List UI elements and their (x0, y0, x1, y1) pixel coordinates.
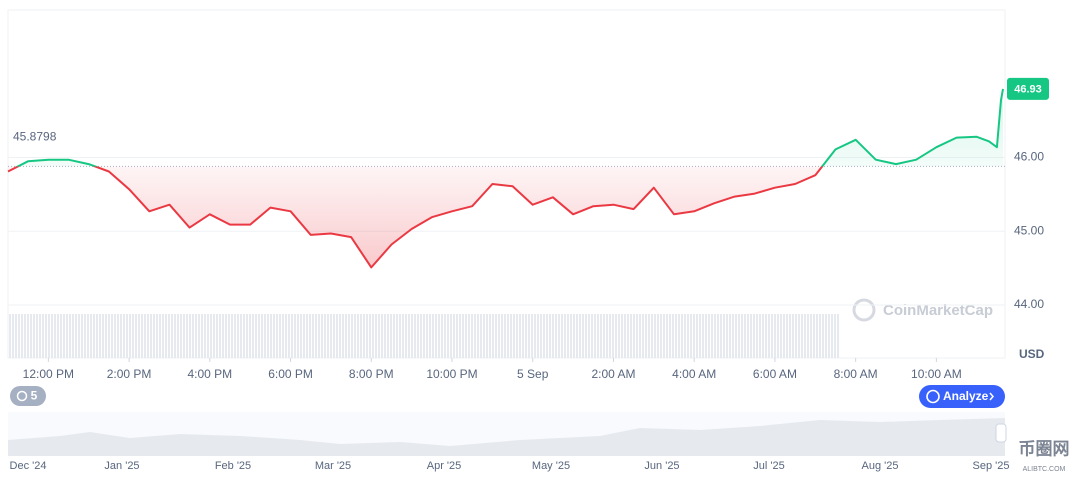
last-price-box (1007, 77, 1049, 100)
navigator-month: Jan '25 (104, 460, 139, 472)
y-tick-label: 44.00 (1014, 297, 1044, 311)
x-tick-label: 8:00 PM (349, 367, 394, 381)
analyze-button[interactable] (919, 385, 1005, 408)
x-tick-label: 2:00 AM (591, 367, 635, 381)
history-icon (16, 390, 28, 402)
navigator-handle[interactable] (995, 423, 1007, 443)
navigator-month: May '25 (532, 460, 570, 472)
navigator-month: Apr '25 (427, 460, 462, 472)
x-tick-label: 4:00 PM (187, 367, 232, 381)
navigator-month: Dec '24 (10, 460, 47, 472)
y-tick-label: 46.00 (1014, 150, 1044, 164)
site-url: ALIBTC.COM (1023, 466, 1066, 473)
navigator-month: Mar '25 (315, 460, 351, 472)
baseline-label: 45.8798 (13, 130, 57, 144)
y-tick-label: 45.00 (1014, 223, 1044, 237)
watermark: CoinMarketCap (883, 302, 993, 319)
navigator-month: Jul '25 (753, 460, 784, 472)
x-tick-label: 8:00 AM (834, 367, 878, 381)
analyze-label: Analyze (943, 389, 989, 403)
x-tick-label: 5 Sep (517, 367, 549, 381)
analyze-chevron (989, 392, 994, 401)
x-tick-label: 6:00 PM (268, 367, 313, 381)
analyze-icon (926, 389, 940, 404)
x-tick-label: 10:00 AM (911, 367, 962, 381)
navigator-month: Aug '25 (862, 460, 899, 472)
navigator-month: Sep '25 (973, 460, 1010, 472)
navigator-month: Feb '25 (215, 460, 251, 472)
price-line (7, 88, 1004, 269)
history-badge-text: 5 (31, 389, 38, 403)
x-tick-label: 2:00 PM (107, 367, 152, 381)
last-price-label: 46.93 (1014, 83, 1042, 95)
x-tick-label: 12:00 PM (23, 367, 74, 381)
navigator-month: Jun '25 (644, 460, 679, 472)
watermark-icon (852, 298, 876, 322)
site-logo: 币圈网 (1019, 439, 1070, 458)
x-tick-label: 10:00 PM (426, 367, 477, 381)
x-tick-label: 4:00 AM (672, 367, 716, 381)
price-area (8, 88, 1003, 268)
history-badge[interactable] (10, 386, 46, 406)
x-tick-label: 6:00 AM (753, 367, 797, 381)
y-axis-label: USD (1019, 347, 1045, 361)
volume-strip (8, 314, 840, 358)
navigator-area (8, 418, 1005, 456)
